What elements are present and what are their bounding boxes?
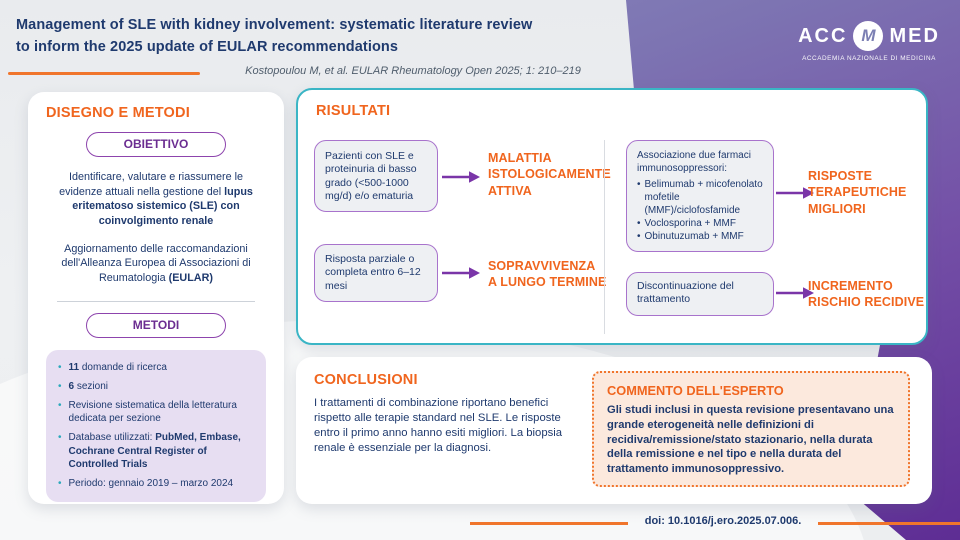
combination-item: • Obinutuzumab + MMF — [637, 230, 744, 242]
objective-pill: OBIETTIVO — [86, 132, 226, 157]
section-divider — [57, 300, 255, 302]
result-box-combination: Associazione due farmaci immunosoppresso… — [626, 140, 774, 252]
arrow-right-icon — [442, 267, 480, 279]
methods-item: • 6 sezioni — [58, 380, 256, 393]
logo-subtitle: ACCADEMIA NAZIONALE DI MEDICINA — [802, 55, 936, 62]
conclusions-text: I trattamenti di combinazione riportano … — [314, 397, 563, 455]
design-methods-card: DISEGNO E METODI OBIETTIVO Identificare,… — [28, 92, 284, 504]
doi-rule-right — [818, 522, 960, 525]
methods-item: • Database utilizzati: PubMed, Embase, Co… — [58, 431, 256, 471]
combination-item: • Voclosporina + MMF — [637, 217, 736, 229]
bullet-dot-icon: • — [58, 400, 62, 412]
logo-med-text: MED — [889, 24, 940, 47]
methods-item-text: 6 sezioni — [68, 380, 108, 392]
outcome-relapse-risk: INCREMENTO RISCHIO RECIDIVE — [808, 279, 925, 310]
methods-item: • 11 domande di ricerca — [58, 361, 256, 374]
result-box-response: Risposta parziale o completa entro 6–12 … — [314, 244, 438, 302]
expert-comment-title: COMMENTO DELL'ESPERTO — [607, 383, 784, 398]
arrow-right-icon — [776, 187, 814, 199]
results-card: RISULTATI Pazienti con SLE e proteinuria… — [296, 88, 928, 345]
accmed-m-icon: M — [853, 21, 884, 51]
result-box-discontinuation: Discontinuazione del trattamento — [626, 272, 774, 316]
design-methods-title: DISEGNO E METODI — [46, 105, 190, 121]
methods-item: • Periodo: gennaio 2019 – marzo 2024 — [58, 477, 256, 490]
combination-item: • Belimumab + micofenolato mofetile (MMF)… — [637, 178, 763, 216]
objective-p1-bold: lupus eritematoso sistemico (SLE) con co… — [72, 185, 253, 228]
bullet-dot-icon: • — [637, 217, 641, 229]
bullet-dot-icon: • — [58, 432, 62, 444]
results-title: RISULTATI — [316, 103, 391, 119]
objective-p2-text: Aggiornamento delle raccomandazioni dell… — [61, 242, 251, 285]
objective-paragraph-1: Identificare, valutare e riassumere le e… — [53, 170, 259, 229]
conclusions-card: CONCLUSIONI I trattamenti di combinazion… — [296, 357, 932, 504]
bullet-dot-icon: • — [58, 361, 62, 373]
accmed-logo-row: ACC M MED — [798, 21, 940, 51]
doi-rule-left — [470, 522, 628, 525]
methods-item-text: Revisione sistematica della letteratura … — [68, 400, 237, 425]
logo-acc-text: ACC — [798, 24, 848, 47]
combination-list: • Belimumab + micofenolato mofetile (MMF)… — [637, 178, 763, 243]
bullet-dot-icon: • — [637, 178, 641, 190]
page-title-line2: to inform the 2025 update of EULAR recom… — [16, 38, 399, 55]
accmed-logo: ACC M MED ACCADEMIA NAZIONALE DI MEDICIN… — [789, 21, 949, 62]
methods-item-text: Database utilizzati: PubMed, Embase, Coc… — [68, 432, 241, 470]
arrow-right-icon — [442, 171, 480, 183]
methods-pill: METODI — [86, 312, 226, 338]
citation: Kostopoulou M, et al. EULAR Rheumatology… — [245, 65, 581, 77]
arrow-right-icon — [776, 287, 814, 299]
methods-list: • 11 domande di ricerca • 6 sezioni • Revis… — [58, 361, 256, 491]
methods-item-text: 11 domande di ricerca — [68, 361, 167, 373]
methods-item: • Revisione sistematica della letteratura… — [58, 399, 256, 425]
bullet-dot-icon: • — [637, 230, 641, 242]
methods-item-text: Periodo: gennaio 2019 – marzo 2024 — [68, 478, 234, 490]
objective-p2-bold: (EULAR) — [168, 272, 213, 285]
outcome-histologically-active: MALATTIA ISTOLOGICAMENTE ATTIVA — [488, 151, 611, 198]
page-title-line1: Management of SLE with kidney involvemen… — [16, 17, 533, 33]
result-box-patients: Pazienti con SLE e proteinuria di basso … — [314, 140, 438, 212]
results-vertical-divider — [604, 140, 605, 334]
expert-comment-text: Gli studi inclusi in questa revisione pr… — [607, 404, 894, 476]
bullet-dot-icon: • — [58, 478, 62, 490]
methods-box: • 11 domande di ricerca • 6 sezioni • Revis… — [46, 349, 266, 503]
header-orange-rule — [8, 72, 200, 75]
bullet-dot-icon: • — [58, 380, 62, 392]
expert-comment-box: COMMENTO DELL'ESPERTO Gli studi inclusi … — [592, 371, 910, 487]
combination-intro: Associazione due farmaci immunosoppresso… — [637, 150, 751, 174]
outcome-better-responses: RISPOSTE TERAPEUTICHE MIGLIORI — [808, 169, 907, 216]
objective-p1-text: Identificare, valutare e riassumere le e… — [59, 171, 244, 198]
page-title: Management of SLE with kidney involvemen… — [16, 15, 532, 59]
objective-paragraph-2: Aggiornamento delle raccomandazioni dell… — [53, 242, 259, 286]
doi-text: doi: 10.1016/j.ero.2025.07.006. — [644, 515, 802, 527]
conclusions-title: CONCLUSIONI — [314, 372, 418, 388]
outcome-long-term-survival: SOPRAVVIVENZA A LUNGO TERMINE — [488, 259, 607, 290]
